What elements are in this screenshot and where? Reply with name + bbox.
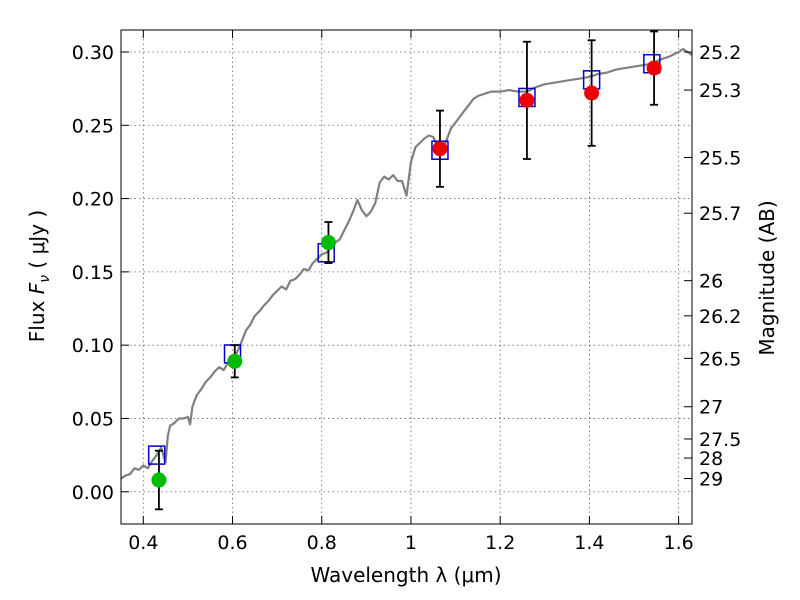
observed-point-red — [646, 60, 662, 76]
observed-point-red — [432, 141, 448, 157]
magnitude-tick-label: 26 — [699, 271, 723, 293]
y-tick-label: 0.05 — [72, 408, 114, 430]
y-tick-label: 0.20 — [72, 189, 114, 211]
x-tick-label: 1.6 — [664, 532, 694, 554]
y-right-axis-title: Magnitude (AB) — [755, 200, 779, 355]
magnitude-tick-label: 27.5 — [699, 429, 741, 451]
x-tick-label: 0.8 — [307, 532, 337, 554]
y-tick-label: 0.00 — [72, 482, 114, 504]
x-tick-label: 0.4 — [128, 532, 158, 554]
y-tick-label: 0.25 — [72, 115, 114, 137]
magnitude-tick-label: 28 — [699, 448, 723, 470]
magnitude-tick-label: 26.5 — [699, 348, 741, 370]
y-axis-title-symbol: F — [25, 282, 49, 294]
magnitude-tick-label: 25.2 — [699, 42, 741, 64]
axis-ticks: 0.4 0.6 0.8 1 1.2 1.4 1.6 0.00 0.05 0.10 0.15 0.20 0… — [72, 30, 741, 554]
x-tick-label: 1.2 — [485, 532, 515, 554]
x-tick-label: 1 — [405, 532, 417, 554]
magnitude-tick-label: 25.3 — [699, 80, 741, 102]
magnitude-tick-label: 25.7 — [699, 203, 741, 225]
y-axis-title: Flux Fν ( μJy ) — [25, 210, 53, 342]
data-points-layer — [147, 30, 662, 511]
y-axis-title-prefix: Flux — [25, 294, 49, 342]
observed-point-red — [584, 85, 600, 101]
observed-point-red — [519, 92, 535, 108]
grid-lines — [121, 30, 692, 524]
observed-point-green — [227, 353, 243, 369]
model-spectrum-line — [120, 48, 693, 480]
observed-point-green — [151, 472, 167, 488]
y-tick-label: 0.15 — [72, 262, 114, 284]
x-tick-label: 1.4 — [574, 532, 604, 554]
y-axis-title-suffix: ( μJy ) — [25, 210, 49, 275]
x-tick-label: 0.6 — [217, 532, 247, 554]
magnitude-tick-label: 26.2 — [699, 306, 741, 328]
magnitude-tick-label: 29 — [699, 469, 723, 491]
observed-point-green — [320, 235, 336, 251]
y-axis-title-subscript: ν — [37, 275, 53, 283]
plot-frame — [120, 29, 693, 525]
y-tick-label: 0.30 — [72, 42, 114, 64]
magnitude-tick-label: 27 — [699, 397, 723, 419]
model-photometry-square — [147, 445, 166, 465]
magnitude-tick-label: 25.5 — [699, 148, 741, 170]
y-tick-label: 0.10 — [72, 335, 114, 357]
model-spectrum-layer — [120, 48, 693, 480]
x-axis-title: Wavelength λ (μm) — [310, 563, 501, 587]
